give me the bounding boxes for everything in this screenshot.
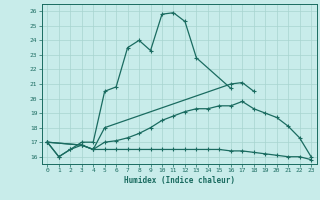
X-axis label: Humidex (Indice chaleur): Humidex (Indice chaleur) — [124, 176, 235, 185]
